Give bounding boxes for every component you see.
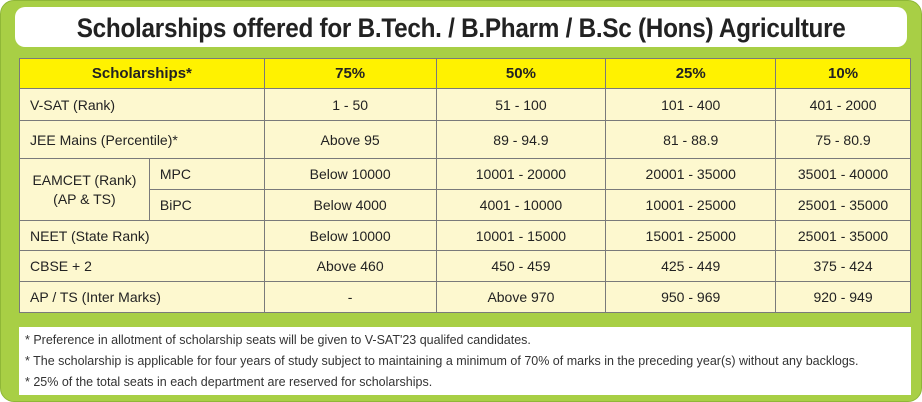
header-cell: 50%: [435, 58, 607, 89]
table-cell: 10001 - 15000: [435, 220, 607, 251]
table-cell: 25001 - 35000: [775, 220, 911, 251]
table-cell: Below 4000: [263, 189, 437, 221]
table-row: NEET (State Rank) Below 10000 10001 - 1500…: [19, 220, 911, 251]
header-cell: 75%: [263, 58, 437, 89]
table-row: EAMCET (Rank) (AP & TS) MPC Below 10000 1000…: [19, 158, 911, 221]
table-row: AP / TS (Inter Marks) - Above 970 950 - 969…: [19, 281, 911, 313]
header-cell: Scholarships*: [19, 58, 265, 89]
table-row: BiPC Below 4000 4001 - 10000 10001 - 25000 2…: [20, 189, 911, 221]
row-label: V-SAT (Rank): [19, 88, 265, 121]
notes: * Preference in allotment of scholarship…: [19, 327, 911, 395]
table-cell: 10001 - 20000: [435, 158, 607, 190]
table-cell: 20001 - 35000: [605, 158, 777, 190]
table-cell: Above 460: [263, 250, 437, 282]
row-group-line: (AP & TS): [53, 190, 116, 207]
table-cell: 35001 - 40000: [775, 158, 911, 190]
note: * Preference in allotment of scholarship…: [25, 333, 531, 347]
row-group-line: EAMCET (Rank): [32, 171, 137, 188]
row-label: CBSE + 2: [19, 250, 265, 282]
table-cell: 51 - 100: [435, 88, 607, 121]
header-cell: 25%: [605, 58, 777, 89]
table-cell: 4001 - 10000: [435, 189, 607, 221]
table-cell: 920 - 949: [775, 281, 911, 313]
row-label: AP / TS (Inter Marks): [19, 281, 265, 313]
table-row: JEE Mains (Percentile)* Above 95 89 - 94.9…: [19, 120, 911, 159]
row-group-label: EAMCET (Rank) (AP & TS): [19, 158, 150, 221]
table-cell: 1 - 50: [263, 88, 437, 121]
table-row: V-SAT (Rank) 1 - 50 51 - 100 101 - 400 401 -…: [19, 88, 911, 121]
table-cell: 450 - 459: [435, 250, 607, 282]
row-label: NEET (State Rank): [19, 220, 265, 251]
row-sublabel: MPC: [148, 158, 265, 190]
scholarship-table: Scholarships* 75% 50% 25% 10% V-SAT (Rank) 1 …: [19, 58, 911, 313]
row-sublabel: BiPC: [148, 189, 265, 221]
table-cell: 375 - 424: [775, 250, 911, 282]
table-cell: -: [263, 281, 437, 313]
table-cell: 89 - 94.9: [435, 120, 607, 159]
table-cell: 15001 - 25000: [605, 220, 777, 251]
table-cell: 81 - 88.9: [605, 120, 777, 159]
table-cell: 950 - 969: [605, 281, 777, 313]
note: * The scholarship is applicable for four…: [25, 354, 859, 368]
table-row: CBSE + 2 Above 460 450 - 459 425 - 449 375 -…: [19, 250, 911, 282]
title: Scholarships offered for B.Tech. / B.Pha…: [76, 13, 846, 43]
table-cell: 75 - 80.9: [775, 120, 911, 159]
table-cell: Below 10000: [263, 220, 437, 251]
table-cell: Below 10000: [263, 158, 437, 190]
table-cell: 101 - 400: [605, 88, 777, 121]
table-cell: Above 95: [263, 120, 437, 159]
table-cell: 401 - 2000: [775, 88, 911, 121]
table-cell: 10001 - 25000: [605, 189, 777, 221]
header-row: Scholarships* 75% 50% 25% 10%: [19, 58, 911, 89]
header-cell: 10%: [775, 58, 911, 89]
table-cell: 425 - 449: [605, 250, 777, 282]
table-cell: Above 970: [435, 281, 607, 313]
title-box: Scholarships offered for B.Tech. / B.Pha…: [15, 7, 907, 47]
note: * 25% of the total seats in each departm…: [25, 375, 433, 389]
table-cell: 25001 - 35000: [775, 189, 911, 221]
row-label: JEE Mains (Percentile)*: [19, 120, 265, 159]
